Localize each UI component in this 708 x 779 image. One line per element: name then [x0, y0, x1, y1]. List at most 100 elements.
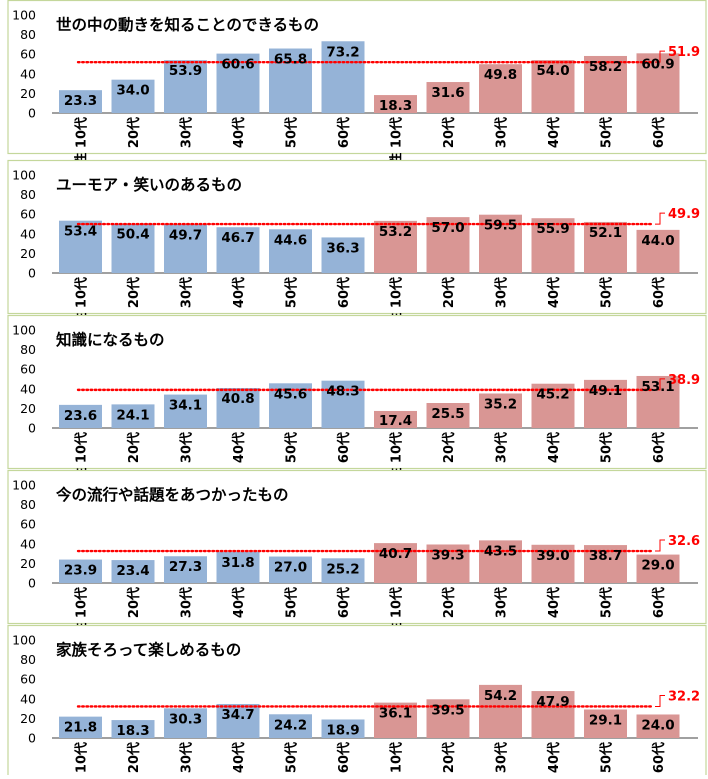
bar-female — [636, 714, 680, 738]
y-tick-label: 40 — [20, 536, 36, 551]
bar-male — [321, 41, 365, 113]
data-label: 53.4 — [64, 224, 97, 240]
data-label: 27.0 — [274, 560, 307, 576]
bar-male — [59, 559, 102, 583]
x-tick-label: 40代 — [546, 432, 562, 463]
bar-female — [636, 229, 680, 273]
bar-male — [164, 394, 207, 428]
x-tick-label: 50代 — [599, 277, 615, 308]
data-label: 23.4 — [116, 563, 149, 579]
y-tick-label: 0 — [28, 266, 36, 281]
bar-female — [374, 702, 417, 738]
bar-female — [584, 379, 627, 428]
data-label: 45.2 — [536, 387, 569, 403]
x-tick-label: 60代 — [651, 432, 667, 463]
bar-male — [321, 719, 365, 738]
data-label: 31.8 — [221, 555, 254, 571]
data-label: 53.9 — [169, 63, 202, 79]
x-tick-label: 20代 — [441, 277, 457, 308]
bar-male — [216, 53, 260, 113]
panel-border — [7, 624, 707, 779]
x-tick-label: 50代 — [599, 432, 615, 463]
y-tick-label: 100 — [12, 633, 36, 648]
x-tick-label: 50代 — [284, 277, 300, 308]
y-tick-label: 0 — [28, 576, 36, 591]
y-tick-label: 60 — [20, 207, 36, 222]
x-tick-label: 20代 — [126, 277, 142, 308]
chart-panel: 100 80 60 40 20 0 今の流行や話題をあつかったもの 32.6 23.9 23.4 2… — [7, 469, 707, 649]
data-label: 44.6 — [274, 232, 307, 248]
data-label: 57.0 — [431, 220, 464, 236]
data-label: 44.0 — [641, 233, 674, 249]
chart-panel: 100 80 60 40 20 0 知識になるもの 38.9 23.6 24.1 34.1 40.8 4… — [7, 314, 707, 494]
data-label: 54.2 — [484, 688, 517, 704]
average-leader — [655, 378, 665, 391]
bar-female — [479, 64, 522, 113]
data-label: 40.8 — [221, 391, 254, 407]
chart-title: 知識になるもの — [56, 330, 165, 349]
x-tick-label: 20代 — [441, 742, 457, 773]
x-tick-label: 20代 — [126, 117, 142, 148]
bar-male — [216, 551, 260, 583]
bar-male — [269, 48, 312, 113]
x-tick-label: 60代 — [651, 117, 667, 148]
chart-panel: 100 80 60 40 20 0 家族そろって楽しめるもの 32.2 21.8 18.3 30.3… — [7, 624, 707, 779]
average-leader — [655, 212, 665, 225]
data-label: 34.1 — [169, 398, 202, 414]
data-label: 52.1 — [589, 225, 622, 241]
x-tick-label: 40代 — [546, 742, 562, 773]
bar-female — [479, 684, 522, 738]
bar-female — [374, 220, 417, 273]
data-label: 31.6 — [431, 85, 464, 101]
x-tick-label: 40代 — [231, 432, 247, 463]
data-label: 49.8 — [484, 67, 517, 83]
y-tick-label: 60 — [20, 47, 36, 62]
y-tick-label: 20 — [20, 246, 36, 261]
bar-female — [374, 95, 417, 113]
bar-female — [531, 218, 575, 273]
data-label: 30.3 — [169, 711, 202, 727]
bar-male — [59, 404, 102, 428]
bar-male — [269, 556, 312, 583]
x-tick-label: 50代 — [599, 587, 615, 618]
bar-male — [321, 237, 365, 273]
data-label: 49.7 — [169, 227, 202, 243]
bar-female — [479, 393, 522, 428]
bar-female — [374, 543, 417, 583]
data-label: 60.9 — [641, 56, 674, 72]
data-label: 17.4 — [379, 413, 412, 429]
data-label: 47.9 — [536, 694, 569, 710]
y-tick-label: 60 — [20, 672, 36, 687]
y-tick-label: 60 — [20, 362, 36, 377]
bar-male — [216, 388, 260, 428]
data-label: 24.0 — [641, 717, 674, 733]
data-label: 39.5 — [431, 702, 464, 718]
bar-female — [531, 60, 575, 113]
x-tick-label: 60代 — [651, 742, 667, 773]
x-tick-label: 20代 — [126, 587, 142, 618]
data-label: 40.7 — [379, 546, 412, 562]
y-tick-label: 80 — [20, 497, 36, 512]
bar-male — [321, 380, 365, 428]
x-tick-label: 60代 — [336, 587, 352, 618]
data-label: 21.8 — [64, 720, 97, 736]
bar-male — [269, 229, 312, 273]
x-tick-label: 30代 — [179, 277, 195, 308]
x-tick-label: 60代 — [651, 587, 667, 618]
average-label: 32.6 — [668, 534, 700, 549]
bar-male — [111, 560, 155, 583]
data-label: 24.2 — [274, 717, 307, 733]
data-label: 45.6 — [274, 386, 307, 402]
average-label: 32.2 — [668, 689, 700, 704]
data-label: 59.5 — [484, 218, 517, 234]
data-label: 73.2 — [326, 44, 359, 60]
bar-female — [584, 221, 627, 273]
data-label: 58.2 — [589, 59, 622, 75]
bar-male — [59, 90, 102, 113]
x-tick-label: 40代 — [231, 277, 247, 308]
data-label: 27.3 — [169, 559, 202, 575]
bar-male — [111, 79, 155, 113]
x-tick-label: 男性 10代 — [74, 742, 90, 775]
y-tick-label: 40 — [20, 381, 36, 396]
